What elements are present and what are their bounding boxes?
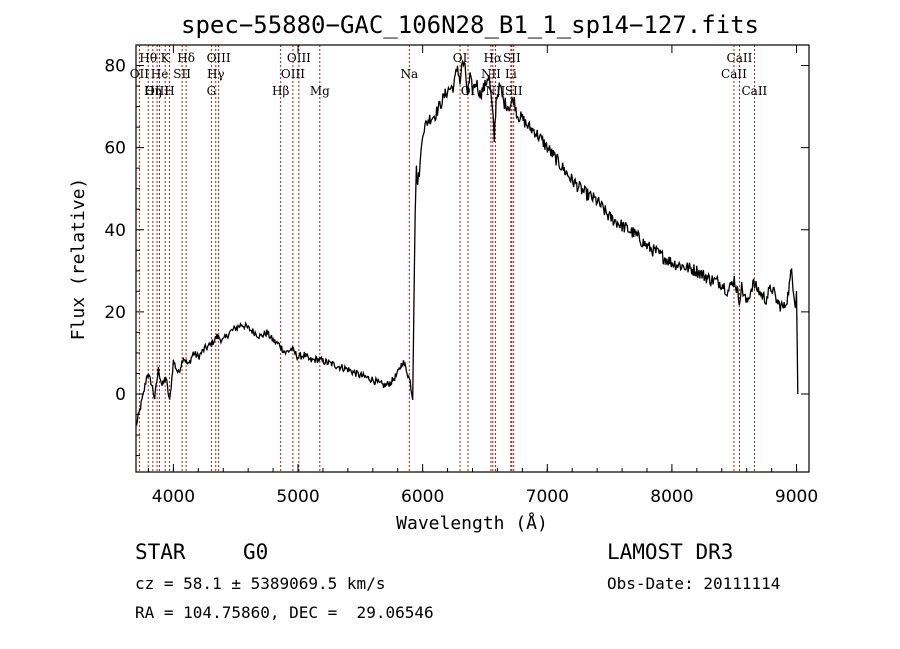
y-tick-label-2: 40 [104,221,126,241]
line-label-21: NII [481,67,501,81]
y-axis-label: Flux (relative) [68,178,89,341]
chart-title: spec−55880−GAC_106N28_B1_1_sp14−127.fits [181,11,759,39]
object-class: STAR [135,540,186,564]
line-label-13: OIII [281,67,305,81]
redshift-line: cz = 58.1 ± 5389069.5 km/s [135,574,386,593]
line-label-5: Hη [144,84,162,98]
line-label-3: He [151,67,169,81]
y-tick-label-0: 0 [115,385,126,405]
y-tick-label-3: 60 [104,139,126,159]
x-tick-label-4: 8000 [650,487,693,507]
object-subclass: G0 [243,540,269,564]
y-axis-ticks: 0 20 40 60 80 [104,44,809,457]
obs-date: Obs-Date: 20111114 [607,574,781,593]
x-tick-label-3: 7000 [526,487,569,507]
line-label-4: K [161,51,171,65]
line-label-25: CaII [727,51,753,65]
line-label-27: CaII [741,84,767,98]
y-tick-label-1: 20 [104,303,126,323]
x-tick-label-5: 9000 [775,487,818,507]
line-label-12: OIII [287,51,311,65]
line-label-11: G [207,84,217,98]
x-tick-label-1: 5000 [276,487,319,507]
line-label-20: SII [503,51,521,65]
line-label-0: Hθ [139,51,157,65]
x-tick-label-0: 4000 [152,487,195,507]
plot-frame [135,44,810,473]
y-tick-label-4: 80 [104,57,126,77]
line-label-9: OIII [207,51,231,65]
line-label-8: Hδ [177,51,195,65]
line-label-7: H [164,84,174,98]
line-label-10: Hγ [207,67,225,81]
x-axis-ticks: 4000 5000 6000 7000 8000 9000 [147,45,818,507]
line-label-14: Hβ [272,84,289,98]
survey-name: LAMOST DR3 [607,540,734,564]
line-label-17: OI [453,51,468,65]
line-label-19: Hα [484,51,503,65]
emission-line-markers [138,45,755,472]
line-label-24: SII [505,84,523,98]
line-label-1: OII [130,67,150,81]
line-label-16: Na [400,67,418,81]
coordinates: RA = 104.75860, DEC = 29.06546 [135,603,434,622]
x-axis-label: Wavelength (Å) [396,512,548,534]
emission-line-labels: Hθ OII OIII He K Hη SII H Hδ OIII Hγ G OIII OIII Hβ Mg N… [130,51,768,98]
line-label-26: CaII [721,67,747,81]
spectrum-line [135,59,799,427]
line-label-6: SII [173,67,191,81]
line-label-2: OIII [145,84,169,98]
line-label-15: Mg [310,84,330,98]
line-label-22: Li [505,67,517,81]
x-tick-label-2: 6000 [401,487,444,507]
